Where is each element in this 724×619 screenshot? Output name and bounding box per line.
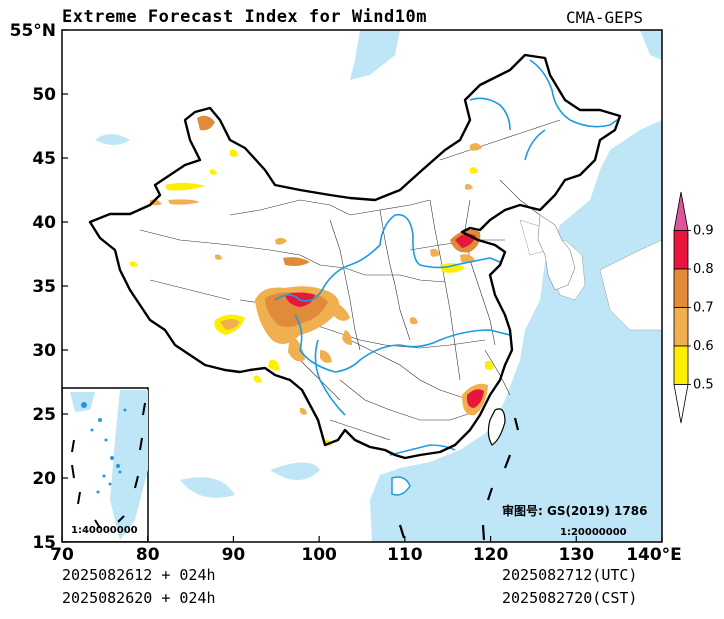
init-time-cst: 2025082620 + 024h: [62, 589, 216, 607]
province-lines: [139, 119, 561, 441]
colorbar-segment-above: [673, 191, 689, 231]
lon-tick-label: 90: [222, 545, 246, 565]
inset-scale: 1:40000000: [71, 525, 138, 536]
china-border: [88, 53, 622, 460]
lon-tick-label: 70: [50, 545, 74, 565]
valid-time-cst: 2025082720(CST): [502, 589, 638, 607]
valid-time-utc: 2025082712(UTC): [502, 566, 638, 584]
colorbar-segment: [673, 307, 689, 347]
hainan-island: [391, 476, 411, 496]
lat-tick-label: 40: [32, 213, 56, 233]
lon-tick-label: 80: [136, 545, 160, 565]
lon-tick-label: 140°E: [626, 545, 682, 565]
lat-tick-label: 15: [32, 533, 56, 553]
rivers: [274, 59, 621, 456]
lat-tick-label: 50: [32, 85, 56, 105]
latitude-axis: 55°N 50 45 40 35 30 25 20 15: [10, 21, 68, 553]
colorbar-label: 0.5: [693, 378, 714, 393]
colorbar-segment: [673, 230, 689, 270]
lon-tick-label: 110: [387, 545, 423, 565]
colorbar-label: 0.8: [693, 262, 714, 277]
lon-tick-label: 130: [559, 545, 595, 565]
colorbar-segment-below: [673, 384, 689, 424]
taiwan-island: [487, 408, 506, 446]
colorbar: 0.5 0.6 0.7 0.8 0.9: [673, 191, 714, 424]
colorbar-label: 0.6: [693, 339, 714, 354]
lat-tick-label: 55°N: [10, 21, 56, 41]
colorbar-label: 0.9: [693, 224, 714, 239]
map-body: 1:40000000 审图号: GS(2019) 1786 1:20000000: [62, 30, 662, 542]
boundary-dashes: [398, 417, 520, 541]
korea-outline: [537, 214, 576, 291]
lat-tick-label: 45: [32, 149, 56, 169]
lat-tick-label: 20: [32, 469, 56, 489]
efi-shading: [130, 115, 494, 446]
model-name: CMA-GEPS: [566, 8, 644, 27]
lat-tick-label: 30: [32, 341, 56, 361]
colorbar-label: 0.7: [693, 301, 714, 316]
colorbar-segment: [673, 345, 689, 385]
init-time-utc: 2025082612 + 024h: [62, 566, 216, 584]
lon-tick-label: 120: [473, 545, 509, 565]
lat-tick-label: 35: [32, 277, 56, 297]
lat-tick-label: 25: [32, 405, 56, 425]
colorbar-segment: [673, 268, 689, 308]
south-china-sea-inset: 1:40000000: [62, 387, 149, 542]
approval-number: 审图号: GS(2019) 1786: [502, 503, 647, 518]
sea-areas: [95, 30, 662, 542]
chart-title: Extreme Forecast Index for Wind10m: [62, 7, 427, 27]
longitude-axis: 70 80 90 100 110 120 130 140°E: [50, 536, 682, 565]
main-scale: 1:20000000: [560, 527, 627, 538]
lon-tick-label: 100: [301, 545, 337, 565]
